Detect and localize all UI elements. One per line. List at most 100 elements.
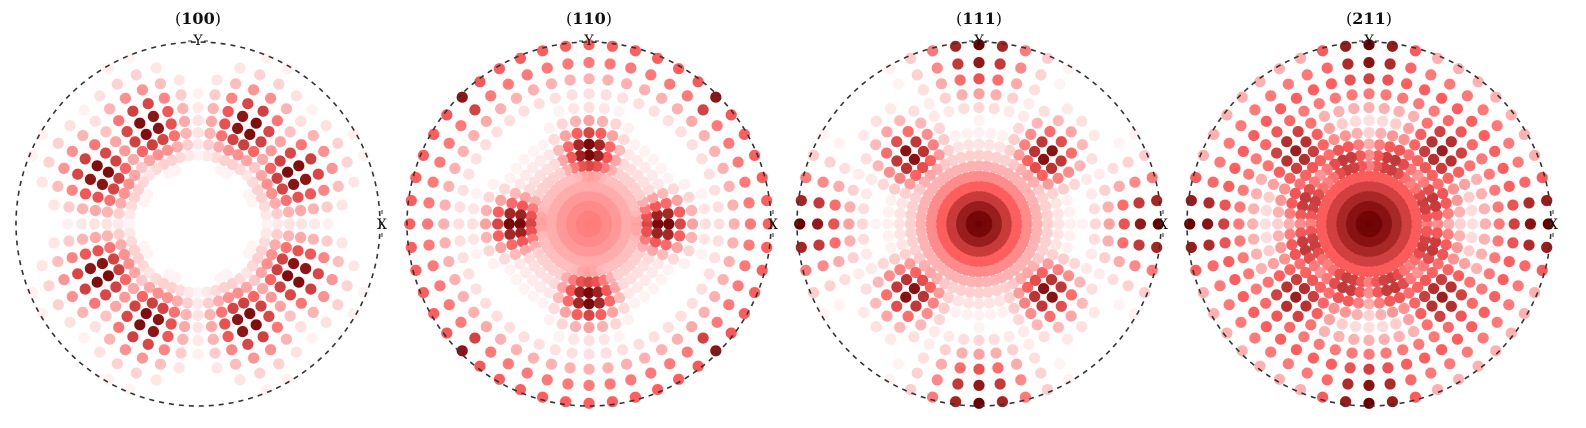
pole-point bbox=[973, 348, 985, 360]
pole-point bbox=[583, 397, 595, 409]
pole-point bbox=[1492, 201, 1504, 213]
pole-point bbox=[1065, 289, 1077, 301]
pole-point bbox=[1342, 378, 1354, 390]
pole-point bbox=[1099, 184, 1111, 196]
pole-point bbox=[618, 134, 630, 146]
pole-point bbox=[79, 188, 92, 200]
pole-point bbox=[1197, 149, 1209, 161]
pole-point bbox=[1318, 110, 1330, 122]
pole-point bbox=[1363, 73, 1375, 85]
pole-point bbox=[417, 149, 429, 161]
pole-point bbox=[583, 149, 595, 161]
plane-index: 100 bbox=[181, 9, 214, 28]
pole-point bbox=[1023, 98, 1035, 110]
pole-point bbox=[571, 309, 583, 321]
pole-point bbox=[533, 338, 545, 350]
pole-point bbox=[1290, 162, 1303, 174]
pole-point bbox=[592, 286, 604, 298]
pole-point bbox=[443, 180, 455, 192]
pole-point bbox=[158, 92, 170, 104]
pole-point bbox=[910, 300, 922, 312]
pole-point bbox=[504, 208, 516, 220]
pole-point bbox=[1052, 321, 1064, 333]
pole-point bbox=[1381, 151, 1393, 164]
pole-point bbox=[520, 267, 532, 279]
pole-point bbox=[304, 188, 317, 200]
pole-point bbox=[894, 228, 906, 240]
pole-point bbox=[130, 367, 142, 379]
pole-point bbox=[1054, 358, 1066, 370]
pole-point bbox=[1133, 197, 1145, 209]
pole-point bbox=[1300, 267, 1312, 279]
pole-point bbox=[519, 192, 532, 204]
pole-point bbox=[84, 263, 96, 275]
pole-point bbox=[717, 162, 729, 174]
pole-point bbox=[639, 274, 652, 286]
pole-point bbox=[443, 299, 455, 311]
pole-point bbox=[271, 321, 283, 333]
pole-point bbox=[973, 57, 985, 69]
pole-point bbox=[908, 153, 921, 165]
pole-point bbox=[1235, 120, 1247, 132]
pole-point bbox=[504, 115, 516, 127]
pole-point bbox=[238, 297, 250, 309]
pole-point bbox=[449, 162, 461, 174]
pole-point bbox=[1507, 237, 1519, 249]
pole-point bbox=[894, 172, 906, 184]
pole-point bbox=[257, 283, 269, 295]
pole-point bbox=[698, 130, 710, 142]
pole-point bbox=[1378, 103, 1390, 115]
pole-point bbox=[562, 378, 574, 390]
pole-point bbox=[1384, 141, 1396, 153]
pole-point bbox=[1349, 321, 1362, 333]
pole-point bbox=[860, 153, 872, 165]
pole-point bbox=[994, 58, 1006, 70]
pole-point bbox=[671, 242, 683, 254]
pole-point bbox=[216, 306, 228, 318]
pole-point bbox=[950, 40, 962, 52]
pole-point bbox=[48, 199, 60, 211]
pole-point bbox=[214, 164, 226, 176]
pole-point bbox=[1036, 169, 1048, 181]
pole-point bbox=[1412, 281, 1424, 293]
pole-point bbox=[743, 197, 755, 209]
pole-point bbox=[565, 151, 577, 164]
pole-point bbox=[1524, 218, 1536, 230]
pole-point bbox=[882, 230, 895, 242]
pole-point bbox=[1508, 218, 1520, 230]
pole-point bbox=[710, 345, 722, 357]
pole-point bbox=[883, 166, 896, 178]
pole-point bbox=[166, 282, 178, 294]
pole-point bbox=[1013, 314, 1025, 326]
pole-point bbox=[1317, 297, 1329, 309]
pole-point bbox=[824, 280, 836, 292]
pole-point bbox=[1428, 153, 1440, 165]
pole-point bbox=[443, 137, 455, 149]
pole-point bbox=[905, 227, 917, 239]
pole-point bbox=[537, 297, 549, 309]
pole-point bbox=[1475, 248, 1488, 260]
pole-point bbox=[48, 237, 60, 249]
pole-point bbox=[1061, 103, 1073, 115]
pole-point bbox=[1298, 105, 1310, 117]
pole-point bbox=[652, 258, 664, 270]
pole-point bbox=[127, 331, 139, 343]
pole-point bbox=[1050, 239, 1062, 251]
pole-point bbox=[1311, 128, 1323, 140]
pole-point bbox=[892, 78, 904, 90]
pole-point bbox=[52, 180, 64, 192]
pole-point bbox=[674, 230, 686, 242]
pole-point bbox=[504, 264, 516, 276]
pole-point bbox=[265, 145, 277, 157]
pole-point bbox=[697, 104, 709, 116]
pole-point bbox=[1289, 248, 1301, 261]
pole-point bbox=[935, 358, 948, 370]
pole-point bbox=[847, 184, 859, 196]
pole-point bbox=[1036, 136, 1048, 148]
pole-point bbox=[1237, 145, 1249, 157]
pole-point bbox=[1273, 270, 1285, 282]
pole-point bbox=[1307, 84, 1319, 96]
pole-point bbox=[1202, 218, 1214, 230]
pole-point bbox=[1451, 194, 1463, 206]
pole-point bbox=[130, 69, 142, 81]
